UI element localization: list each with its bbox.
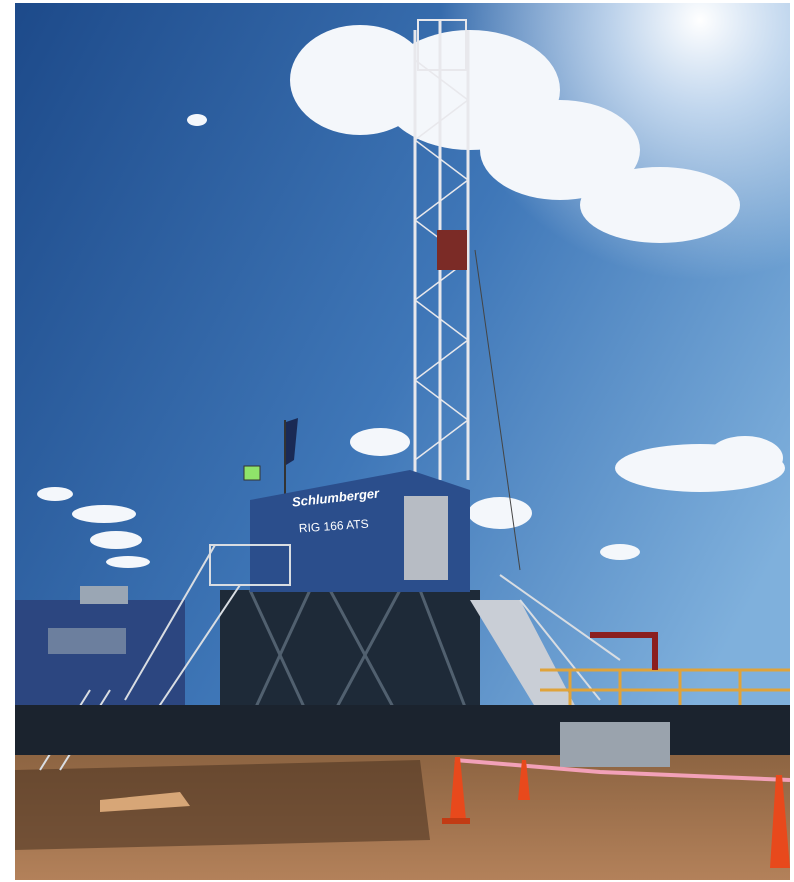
rig-name-sign: RIG 166 ATS <box>298 517 369 536</box>
clouds <box>37 25 785 568</box>
cone <box>450 757 466 820</box>
cloud <box>350 428 410 456</box>
cloud <box>90 531 142 549</box>
tank <box>560 722 670 767</box>
catwalk-rail <box>499 574 621 701</box>
ramp <box>470 600 580 715</box>
crown <box>417 19 467 71</box>
mast-lattice <box>413 59 470 461</box>
red-pipe <box>590 632 658 670</box>
flag-cloth <box>286 418 298 465</box>
left-building <box>15 586 185 710</box>
doghouse: Schlumberger RIG 166 ATS <box>250 470 470 592</box>
building <box>15 600 185 710</box>
trailer-base <box>15 705 790 755</box>
cloud <box>468 497 532 529</box>
cone-base <box>442 818 470 824</box>
cloud <box>106 556 150 568</box>
vent <box>48 628 126 654</box>
yellow-railing <box>540 668 790 710</box>
bracing <box>248 589 472 721</box>
scene: Schlumberger RIG 166 ATS <box>15 3 790 880</box>
top-drive <box>437 230 467 270</box>
cone <box>518 760 530 800</box>
cloud <box>600 544 640 560</box>
substructure-frame <box>220 590 480 720</box>
mast <box>413 19 521 571</box>
sunlit-patch <box>100 792 190 812</box>
landing-rail <box>209 544 291 586</box>
cloud <box>580 167 740 243</box>
cloud <box>72 505 136 523</box>
cloud <box>707 436 783 480</box>
cone <box>770 775 790 868</box>
guy-line <box>474 249 521 571</box>
substructure <box>220 589 480 721</box>
ac-unit <box>404 496 448 580</box>
floodlight <box>243 465 261 481</box>
flag <box>284 418 298 495</box>
cloud <box>187 114 207 126</box>
cloud <box>480 100 640 200</box>
cloud <box>37 487 73 501</box>
stair-rails <box>124 544 241 721</box>
roof-panel <box>80 586 128 604</box>
barrier-ribbon <box>454 758 790 782</box>
cones <box>442 757 790 868</box>
shadow <box>15 760 430 850</box>
